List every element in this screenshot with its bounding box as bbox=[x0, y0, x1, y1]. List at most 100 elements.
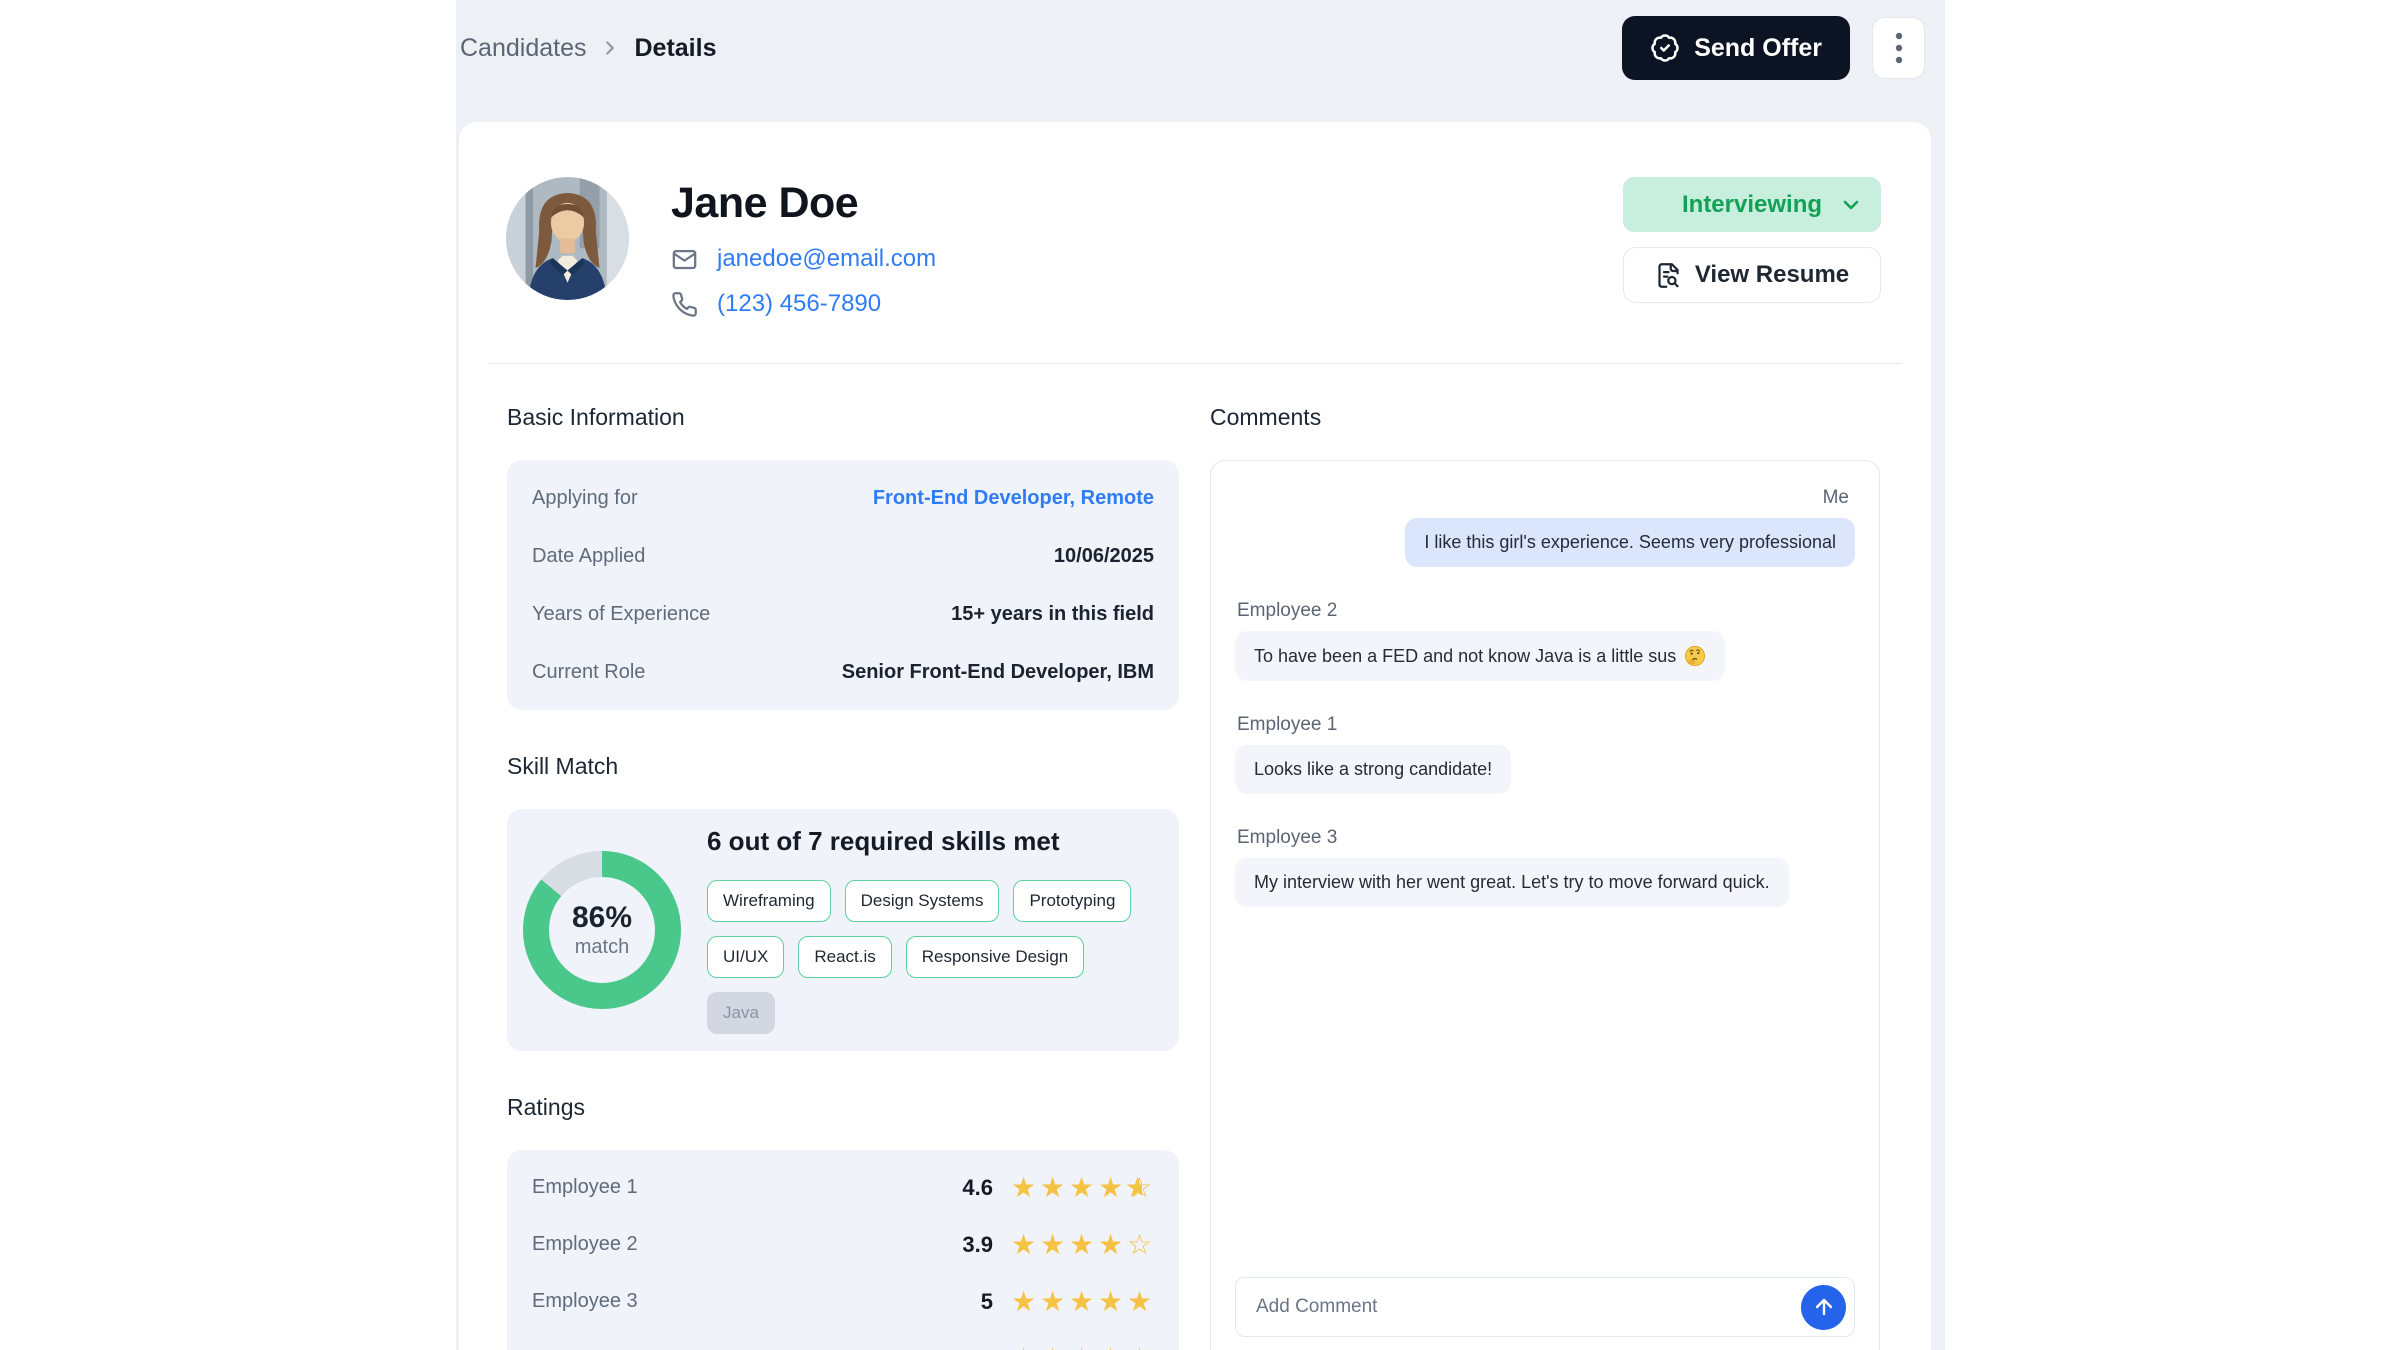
star-full-icon: ★ bbox=[1068, 1171, 1095, 1203]
add-comment-input[interactable] bbox=[1256, 1296, 1801, 1318]
basic-information-heading: Basic Information bbox=[507, 404, 685, 430]
comment-text: Looks like a strong candidate! bbox=[1254, 759, 1493, 779]
star-full-icon: ★ bbox=[1010, 1171, 1037, 1203]
chevron-right-icon bbox=[606, 41, 615, 55]
mail-icon bbox=[672, 249, 697, 269]
skill-match-card: 86% match 6 out of 7 required skills met… bbox=[507, 809, 1179, 1051]
star-full-icon: ★ bbox=[1096, 1344, 1125, 1350]
rating-value: 4.6 bbox=[962, 1174, 993, 1200]
star-rating: ★★★★☆ bbox=[1009, 1228, 1154, 1260]
send-offer-button[interactable]: Send Offer bbox=[1622, 16, 1850, 80]
info-label: Current Role bbox=[532, 660, 646, 683]
breadcrumb-details: Details bbox=[634, 33, 717, 62]
badge-check-icon bbox=[1651, 34, 1679, 62]
ratings-heading: Ratings bbox=[507, 1094, 585, 1120]
star-full-icon: ★ bbox=[1010, 1228, 1037, 1260]
rating-row: Employee 3 5 ★ ★ ★ ★ ★ bbox=[532, 1273, 1154, 1330]
star-rating: ★★★★☆ bbox=[1009, 1344, 1154, 1350]
view-resume-button[interactable]: View Resume bbox=[1623, 247, 1881, 303]
star-empty-icon: ☆ bbox=[1125, 1344, 1154, 1350]
comments-panel: Me I like this girl's experience. Seems v… bbox=[1210, 460, 1880, 1350]
star-full-icon: ★ bbox=[1039, 1285, 1066, 1317]
comment-author: Employee 1 bbox=[1237, 714, 1338, 735]
send-offer-label: Send Offer bbox=[1694, 33, 1822, 62]
candidate-phone[interactable]: (123) 456-7890 bbox=[717, 290, 882, 317]
comment-text: To have been a FED and not know Java is … bbox=[1254, 645, 1677, 666]
profile-divider bbox=[488, 363, 1902, 364]
info-value: Senior Front-End Developer, IBM bbox=[841, 660, 1154, 683]
phone-icon bbox=[672, 291, 697, 317]
comment-input-bar bbox=[1235, 1277, 1855, 1337]
send-comment-button[interactable] bbox=[1801, 1284, 1846, 1330]
skill-chip-met: Responsive Design bbox=[905, 936, 1085, 978]
comment-group: Employee 1 Looks like a strong candidate! bbox=[1235, 714, 1855, 794]
info-label: Date Applied bbox=[532, 544, 646, 567]
star-full-icon: ★ bbox=[1097, 1171, 1124, 1203]
arrow-up-icon bbox=[1815, 1298, 1832, 1316]
comment-group: Employee 2 To have been a FED and not kno… bbox=[1235, 600, 1855, 681]
info-value: 10/06/2025 bbox=[1053, 544, 1154, 567]
rating-row: Employee 2 3.9 ★ ★ ★ ★ ☆ bbox=[532, 1216, 1154, 1273]
info-value-link[interactable]: Front-End Developer, Remote bbox=[872, 486, 1154, 509]
rating-author: Me bbox=[532, 1347, 981, 1350]
comment-author: Me bbox=[1822, 487, 1849, 508]
match-caption: match bbox=[574, 936, 630, 958]
status-dropdown[interactable]: Interviewing bbox=[1623, 177, 1881, 232]
phone-row: (123) 456-7890 bbox=[671, 290, 1623, 318]
profile-actions: Interviewing View Resume bbox=[1623, 177, 1881, 303]
status-label: Interviewing bbox=[1681, 190, 1823, 218]
star-full-icon: ★ bbox=[1097, 1228, 1124, 1260]
app-container: Candidates Details Send Offer bbox=[456, 0, 1945, 1350]
breadcrumb-candidates[interactable]: Candidates bbox=[460, 33, 587, 62]
basic-info-card: Applying for Front-End Developer, Remote D… bbox=[507, 460, 1179, 710]
skill-chip-met: Wireframing bbox=[707, 880, 831, 922]
star-full-icon: ★ bbox=[1097, 1285, 1124, 1317]
comment-author: Employee 3 bbox=[1237, 827, 1338, 848]
star-full-icon: ★ bbox=[1009, 1344, 1038, 1350]
more-options-button[interactable] bbox=[1872, 17, 1925, 79]
skills-summary: 6 out of 7 required skills met bbox=[707, 826, 1060, 856]
info-row: Years of Experience 15+ years in this fie… bbox=[532, 585, 1154, 643]
star-full-icon: ★ bbox=[1039, 1228, 1066, 1260]
rating-value: 3.9 bbox=[962, 1231, 993, 1257]
comment-group: Employee 3 My interview with her went gre… bbox=[1235, 827, 1855, 907]
star-full-icon: ★ bbox=[1010, 1285, 1037, 1317]
comment-text: My interview with her went great. Let's … bbox=[1254, 872, 1770, 892]
info-value: 15+ years in this field bbox=[951, 602, 1154, 625]
comment-bubble: I like this girl's experience. Seems ver… bbox=[1405, 518, 1855, 567]
rating-row: Employee 1 4.6 ★ ★ ★ ★ ☆ ★ bbox=[532, 1159, 1154, 1216]
avatar-photo bbox=[506, 177, 629, 300]
right-column: Comments Me I like this girl's experience… bbox=[1210, 404, 1880, 1350]
star-full-icon: ★ bbox=[1039, 1171, 1066, 1203]
file-search-icon bbox=[1658, 262, 1679, 288]
kebab-icon bbox=[1895, 32, 1902, 64]
match-percent: 86% bbox=[571, 901, 633, 934]
rating-author: Employee 2 bbox=[532, 1233, 638, 1255]
info-label: Years of Experience bbox=[532, 602, 711, 625]
thinking-emoji-icon bbox=[1684, 645, 1706, 667]
donut-chart bbox=[523, 851, 681, 1009]
skill-chip-met: Prototyping bbox=[1013, 880, 1132, 922]
comment-thread: Me I like this girl's experience. Seems v… bbox=[1235, 487, 1855, 907]
skill-chip-met: Design Systems bbox=[844, 880, 1000, 922]
skill-match-donut: 86% match bbox=[523, 851, 681, 1009]
ratings-card: Employee 1 4.6 ★ ★ ★ ★ ☆ ★ Employee 2 3.9 ★ ★ ★ ★ ☆ Emp… bbox=[507, 1150, 1179, 1350]
candidate-name: Jane Doe bbox=[671, 179, 859, 227]
comment-text: I like this girl's experience. Seems ver… bbox=[1424, 532, 1836, 552]
identity-block: Jane Doe janedoe@email.com (123) 456-789… bbox=[671, 177, 1623, 318]
left-column: Basic Information Applying for Front-End … bbox=[507, 404, 1179, 1350]
star-full-icon: ★ bbox=[1068, 1285, 1095, 1317]
skill-chips: Wireframing Design Systems Prototyping UI/U… bbox=[707, 880, 1163, 1034]
rating-author: Employee 3 bbox=[532, 1290, 638, 1312]
star-half-icon: ☆ ★ bbox=[1125, 1171, 1153, 1203]
topbar: Candidates Details Send Offer bbox=[456, 0, 1945, 122]
star-rating: ★ ★ ★ ★ ★ bbox=[1009, 1285, 1154, 1317]
rating-row: Me4★★★★☆ bbox=[532, 1330, 1154, 1350]
comment-bubble: My interview with her went great. Let's … bbox=[1235, 858, 1789, 907]
skill-chip-met: UI/UX bbox=[707, 936, 785, 978]
star-full-icon: ★ bbox=[1068, 1228, 1095, 1260]
rating-author: Employee 1 bbox=[532, 1176, 638, 1198]
comments-heading: Comments bbox=[1210, 404, 1322, 430]
candidate-email[interactable]: janedoe@email.com bbox=[717, 245, 937, 272]
star-empty-icon: ☆ bbox=[1126, 1228, 1153, 1260]
